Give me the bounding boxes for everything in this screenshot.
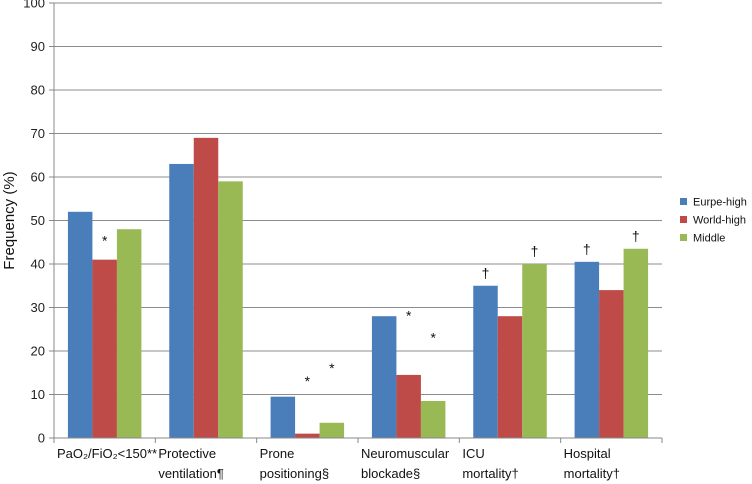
- bar-middle-5: [623, 248, 649, 438]
- x-category-label: blockade§: [361, 466, 420, 481]
- annotations: * * * * * † † † †: [102, 228, 640, 389]
- x-category-label: Protective: [158, 446, 216, 461]
- bar-world-high-1: [193, 137, 219, 438]
- legend-label: Eurpe-high: [693, 197, 747, 209]
- legend-swatch: [680, 216, 687, 223]
- x-category-label: Neuromuscular: [361, 446, 450, 461]
- bar-eurpe-high-4: [473, 285, 498, 438]
- bar-middle-3: [420, 401, 446, 438]
- bar-middle-1: [218, 181, 243, 438]
- y-tick-label: 40: [31, 257, 45, 272]
- significance-star: *: [305, 373, 311, 389]
- x-category-label: positioning§: [260, 466, 329, 481]
- x-category-label: mortality†: [564, 466, 620, 481]
- bar-middle-2: [319, 422, 345, 438]
- bar-world-high-0: [92, 259, 117, 438]
- y-tick-label: 50: [31, 213, 45, 228]
- x-category-label: ventilation¶: [158, 466, 224, 481]
- y-tick-label: 20: [31, 344, 45, 359]
- dagger-mark: †: [482, 265, 490, 281]
- bar-eurpe-high-2: [270, 396, 296, 438]
- y-tick-label: 70: [31, 126, 45, 141]
- dagger-mark: †: [632, 228, 640, 244]
- y-axis-title: Frequency (%): [1, 171, 18, 269]
- y-tick-label: 80: [31, 83, 45, 98]
- y-tick-label: 60: [31, 170, 45, 185]
- bars: [67, 137, 649, 438]
- bar-middle-4: [522, 264, 547, 438]
- significance-star: *: [329, 360, 335, 376]
- significance-star: *: [102, 233, 108, 249]
- y-tick-label: 90: [31, 39, 45, 54]
- y-tick-label: 10: [31, 387, 45, 402]
- significance-star: *: [430, 329, 436, 345]
- y-axis-ticks: 0 10 20 30 40 50 60 70 80 90 100: [23, 0, 54, 446]
- legend-swatch: [680, 234, 687, 241]
- gridlines: [54, 2, 662, 395]
- bar-world-high-3: [396, 374, 421, 438]
- x-axis-labels: PaO₂/FiO₂<150** Protective ventilation¶ Pro…: [53, 438, 663, 481]
- x-category-label: Prone: [260, 446, 295, 461]
- y-tick-label: 100: [23, 0, 45, 11]
- dagger-mark: †: [583, 241, 591, 257]
- legend-swatch: [680, 198, 687, 205]
- legend-label: World-high: [693, 215, 746, 227]
- dagger-mark: †: [531, 243, 539, 259]
- x-category-label: Hospital: [564, 446, 611, 461]
- x-category-label: ICU: [462, 446, 484, 461]
- bar-world-high-4: [497, 316, 523, 438]
- legend-label: Middle: [693, 233, 725, 245]
- y-tick-label: 30: [31, 300, 45, 315]
- bar-eurpe-high-5: [574, 261, 600, 438]
- x-category-label: PaO₂/FiO₂<150**: [57, 446, 157, 461]
- bar-world-high-5: [599, 290, 624, 438]
- significance-star: *: [406, 308, 412, 324]
- bar-eurpe-high-1: [169, 163, 194, 438]
- bar-middle-0: [116, 229, 142, 438]
- bar-eurpe-high-0: [67, 211, 93, 438]
- x-category-label: mortality†: [462, 466, 518, 481]
- legend: Eurpe-high World-high Middle: [680, 197, 747, 245]
- bar-eurpe-high-3: [371, 316, 397, 438]
- y-tick-label: 0: [38, 431, 45, 446]
- bar-world-high-2: [295, 433, 320, 438]
